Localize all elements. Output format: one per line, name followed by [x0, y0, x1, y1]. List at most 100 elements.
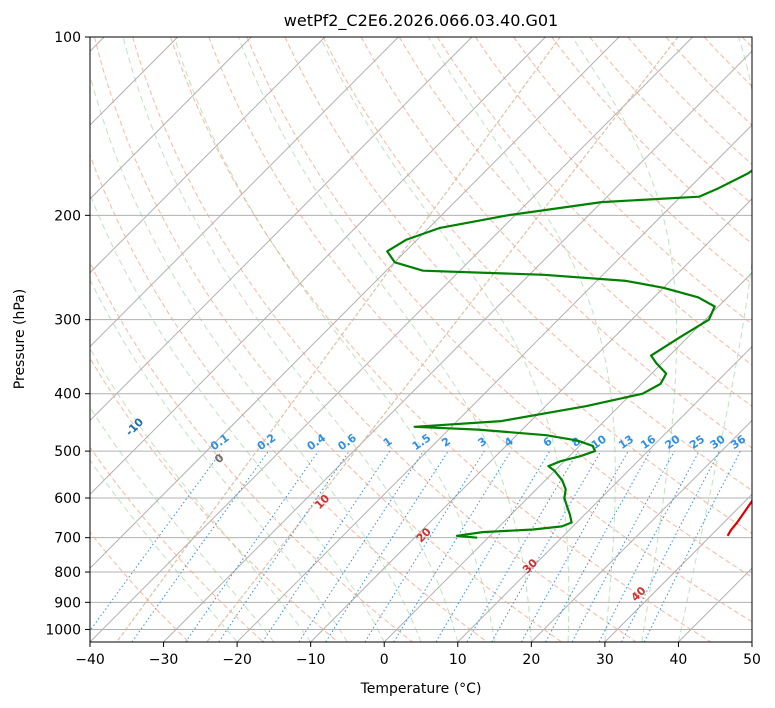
moist-adiabat-line: [237, 37, 532, 642]
moist-adiabat-line: [90, 278, 348, 642]
dry-adiabat-line: [246, 37, 752, 578]
x-axis-ticks: −40 −30 −20 −10 0 10 20 30 40 50: [75, 642, 761, 668]
y-tick-label: 200: [54, 208, 81, 224]
x-tick-label: 50: [743, 652, 761, 668]
isotherm-line: [90, 37, 620, 569]
mixing-ratio-line: [393, 450, 512, 642]
isotherm-line: [90, 37, 693, 642]
x-tick-label: 30: [596, 652, 614, 668]
mixing-ratio-line: [262, 450, 391, 642]
dry-adiabat-line: [284, 37, 752, 535]
dry-adiabat-line: [665, 37, 752, 126]
isotherm-line: [90, 37, 399, 348]
mixing-ratio-line: [545, 450, 651, 642]
mixing-ratio-label: 10: [589, 432, 609, 452]
mixing-ratio-label: 1.5: [410, 431, 433, 453]
x-tick-label: −40: [75, 652, 105, 668]
dry-adiabat-line: [170, 37, 712, 642]
moist-adiabat-line: [90, 73, 422, 642]
isotherm-line: [90, 37, 252, 200]
reference-curve-line: [206, 37, 679, 642]
x-tick-label: 0: [380, 652, 389, 668]
x-tick-label: 40: [670, 652, 688, 668]
moist-adiabat-line: [122, 37, 459, 642]
isotherm-line: [236, 124, 752, 642]
background-lines: [90, 37, 752, 642]
x-tick-label: 20: [522, 652, 540, 668]
dry-adiabat-label: 30: [520, 556, 540, 576]
isotherm-line: [383, 272, 752, 642]
dry-adiabat-line: [703, 37, 752, 87]
dry-adiabat-line: [322, 37, 752, 492]
dry-adiabat-line: [398, 37, 752, 407]
mixing-ratio-label: 2: [439, 435, 453, 450]
y-tick-label: 600: [54, 491, 81, 507]
x-tick-label: −20: [222, 652, 252, 668]
moist-adiabat-line: [90, 347, 312, 642]
mixing-ratio-line: [621, 450, 721, 642]
dry-adiabat-line: [132, 37, 637, 642]
mixing-ratio-line: [131, 450, 269, 642]
y-tick-label: 300: [54, 313, 81, 329]
mixing-ratio-label: 3: [476, 435, 490, 450]
reference-curve-line: [116, 37, 561, 642]
isotherm-line: [90, 37, 326, 274]
y-tick-label: 700: [54, 531, 81, 547]
y-tick-label: 500: [54, 444, 81, 460]
x-tick-label: −10: [296, 652, 326, 668]
dewpoint-profile-line: [386, 169, 752, 539]
x-tick-label: −30: [149, 652, 179, 668]
dry-adiabat-label: -10: [123, 415, 146, 438]
isotherm-line: [678, 567, 752, 642]
dry-adiabat-line: [360, 37, 752, 449]
mixing-ratio-label: 36: [728, 432, 748, 452]
dry-adiabat-line: [436, 37, 752, 366]
mixing-ratio-line: [185, 450, 319, 642]
mixing-ratio-line: [218, 450, 350, 642]
dry-adiabat-line: [94, 37, 562, 642]
dry-adiabat-line: [513, 37, 752, 285]
isotherm-line: [751, 641, 752, 642]
dry-adiabat-line: [90, 446, 264, 642]
y-tick-label: 100: [54, 30, 81, 46]
mixing-ratio-label: 0.1: [208, 431, 231, 453]
isotherm-line: [604, 493, 752, 642]
dry-adiabat-line: [741, 37, 752, 48]
mixing-ratio-line: [298, 450, 424, 642]
dry-adiabat-line: [208, 37, 752, 623]
x-tick-label: 10: [449, 652, 467, 668]
y-tick-label: 400: [54, 387, 81, 403]
background-line-labels: 0.10.20.40.611.52346810131620253036-100-…: [123, 415, 749, 604]
moist-adiabat-line: [319, 37, 570, 642]
mixing-ratio-label: 16: [638, 432, 658, 452]
y-tick-label: 1000: [45, 622, 81, 638]
y-axis-ticks: 100 200 300 400 500 600 700 800 900 1000: [45, 30, 90, 638]
sounding-series: [386, 169, 752, 539]
dry-adiabat-line: [90, 153, 488, 642]
isotherm-line: [163, 50, 752, 642]
isotherm-line: [90, 37, 473, 422]
moist-adiabat-line: [677, 37, 752, 642]
mixing-ratio-label: 20: [662, 432, 682, 452]
mixing-ratio-line: [90, 450, 223, 632]
moist-adiabat-line: [90, 459, 238, 642]
temperature-profile-line: [726, 499, 752, 537]
dry-adiabat-line: [551, 37, 752, 245]
isotherm-line: [90, 37, 546, 496]
y-axis-title: Pressure (hPa): [12, 289, 28, 389]
mixing-ratio-label: 0.4: [305, 431, 329, 453]
isotherm-line: [530, 419, 752, 642]
moist-adiabat-line: [90, 406, 275, 642]
moist-adiabat-line: [571, 37, 678, 642]
mixing-ratio-line: [521, 450, 629, 642]
dry-adiabat-line: [589, 37, 752, 205]
mixing-ratio-label: 25: [687, 433, 707, 452]
plot-frame: [89, 36, 753, 643]
dry-adiabat-line: [90, 261, 413, 642]
y-tick-label: 900: [54, 595, 81, 611]
dry-adiabat-line: [90, 357, 339, 642]
mixing-ratio-label: 30: [708, 432, 728, 452]
isotherm-line: [457, 345, 752, 642]
chart-title: wetPf2_C2E6.2026.066.03.40.G01: [284, 11, 558, 31]
